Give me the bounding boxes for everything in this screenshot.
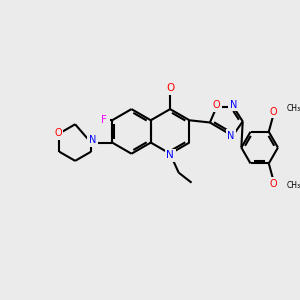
Text: O: O (54, 128, 62, 138)
Text: O: O (213, 100, 220, 110)
Text: N: N (227, 131, 234, 141)
Text: CH₃: CH₃ (287, 104, 300, 113)
Text: O: O (166, 83, 174, 93)
Text: O: O (270, 107, 277, 117)
Text: F: F (101, 115, 106, 125)
Text: N: N (230, 100, 237, 110)
Text: N: N (166, 150, 174, 160)
Text: N: N (89, 135, 96, 145)
Text: O: O (270, 178, 277, 188)
Text: CH₃: CH₃ (287, 181, 300, 190)
